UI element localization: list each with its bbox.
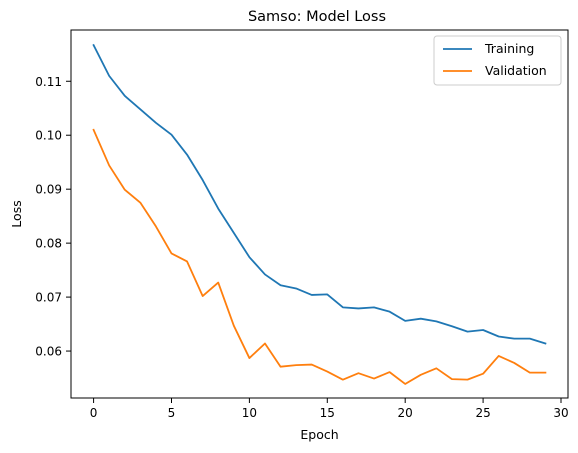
y-tick-label: 0.10 — [35, 129, 62, 143]
x-tick-label: 30 — [553, 406, 568, 420]
x-tick-label: 0 — [90, 406, 98, 420]
series-line-training — [92, 43, 547, 345]
x-tick-label: 5 — [168, 406, 176, 420]
x-tick-label: 25 — [475, 406, 490, 420]
y-tick-label: 0.06 — [35, 345, 62, 359]
series-line-validation — [92, 128, 547, 385]
legend: Training Validation — [433, 35, 562, 86]
x-tick-label: 20 — [398, 406, 413, 420]
y-tick-label: 0.07 — [35, 291, 62, 305]
plot-frame — [70, 29, 569, 399]
x-tick-label: 15 — [320, 406, 335, 420]
y-tick-label: 0.09 — [35, 183, 62, 197]
y-tick-label: 0.08 — [35, 237, 62, 251]
y-axis-label: Loss — [9, 200, 24, 227]
x-axis-label: Epoch — [300, 427, 338, 442]
y-tick-label: 0.11 — [35, 75, 62, 89]
chart-title: Samso: Model Loss — [248, 9, 386, 25]
legend-label-training: Training — [484, 41, 534, 56]
x-tick-label: 10 — [242, 406, 257, 420]
legend-label-validation: Validation — [485, 63, 547, 78]
